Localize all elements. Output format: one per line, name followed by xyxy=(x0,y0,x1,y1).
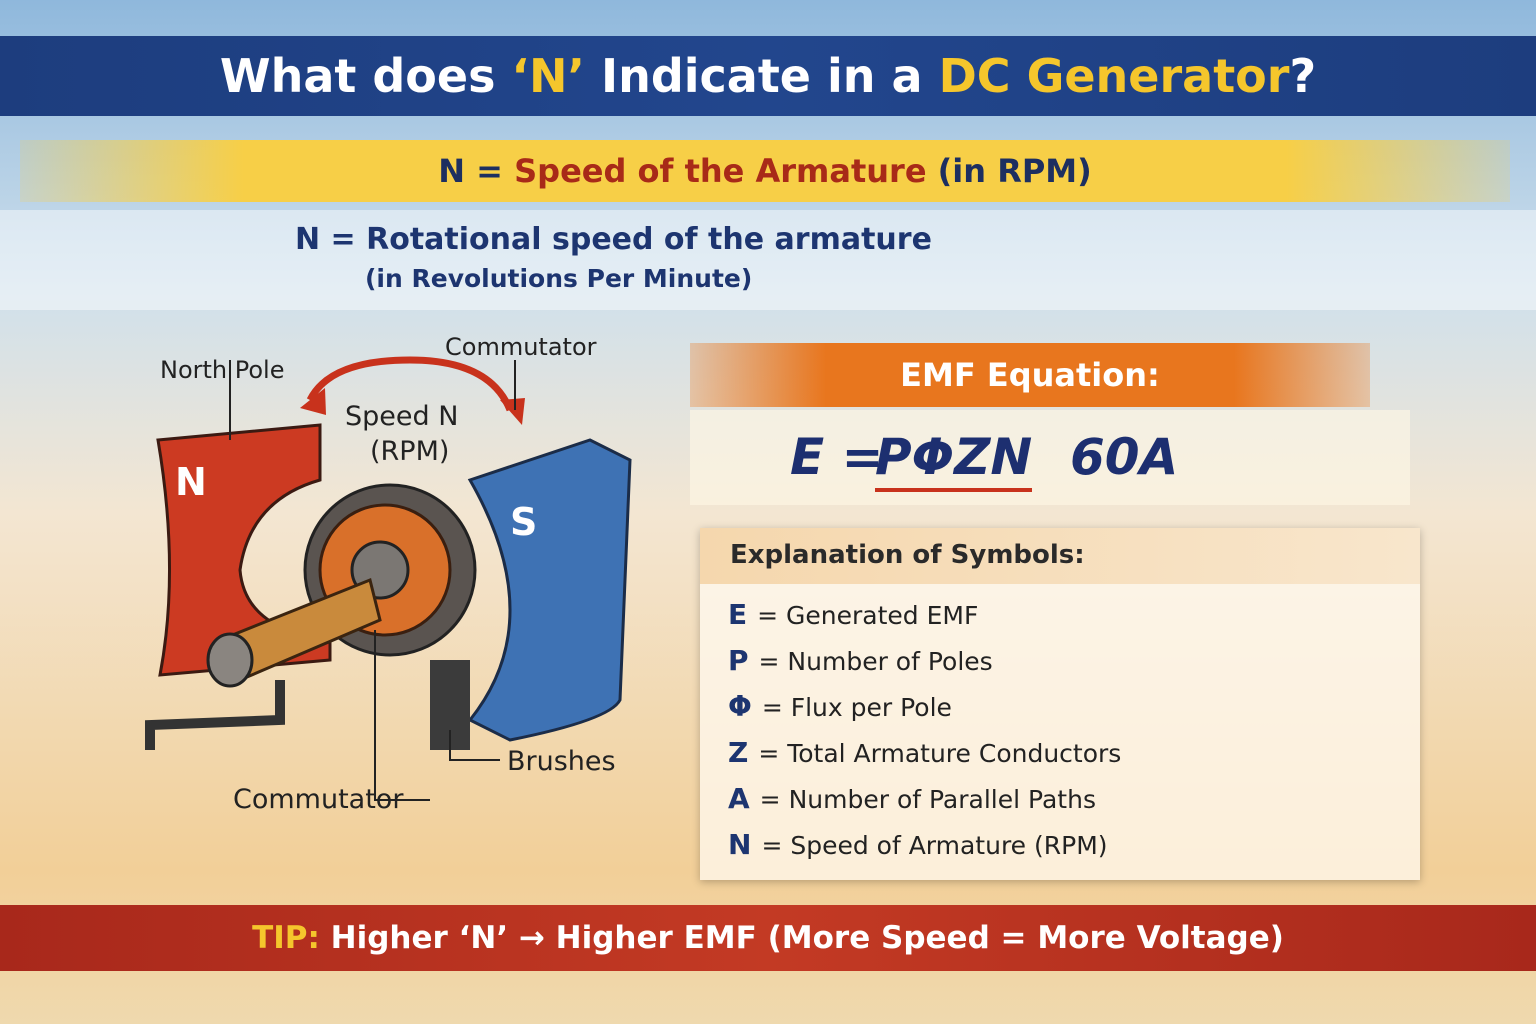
symbol-description: = Flux per Pole xyxy=(761,693,952,722)
symbol-description: = Total Armature Conductors xyxy=(758,739,1122,768)
banner-part: Speed of the Armature xyxy=(514,152,927,190)
label: North Pole xyxy=(160,356,285,384)
symbol: E xyxy=(728,598,748,631)
symbol-row: E = Generated EMF xyxy=(728,598,978,631)
tip-label: TIP: xyxy=(252,920,320,956)
banner-part: (in RPM) xyxy=(926,152,1092,190)
symbol-row: P = Number of Poles xyxy=(728,644,993,677)
symbol: A xyxy=(728,782,750,815)
symbol-row: A = Number of Parallel Paths xyxy=(728,782,1096,815)
banner-part: N = xyxy=(438,152,515,190)
label: (RPM) xyxy=(370,436,449,467)
equation-part: E = xyxy=(790,428,884,486)
symbol: N xyxy=(728,828,752,861)
title-bar: What does ‘N’ Indicate in a DC Generator… xyxy=(0,36,1536,116)
shaft-end xyxy=(206,632,254,688)
south-magnet xyxy=(467,438,632,742)
title-part: ? xyxy=(1289,49,1317,103)
title-part: What does xyxy=(219,49,512,103)
arrow-head xyxy=(500,398,525,425)
emf-heading: EMF Equation: xyxy=(690,343,1370,407)
symbol: Z xyxy=(728,736,749,769)
label: Commutator xyxy=(445,333,597,361)
explanation-box xyxy=(700,528,1420,880)
banner: N = Speed of the Armature (in RPM) xyxy=(20,140,1510,202)
symbol-description: = Generated EMF xyxy=(757,601,979,630)
arrow-head xyxy=(300,388,326,415)
stand xyxy=(145,680,285,750)
symbol-row: N = Speed of Armature (RPM) xyxy=(728,828,1108,861)
symbol-description: = Speed of Armature (RPM) xyxy=(761,831,1108,860)
rotation-arrow xyxy=(306,356,514,412)
title-part: ‘N’ xyxy=(511,49,585,103)
title-part: Indicate in a xyxy=(584,49,939,103)
leader-line xyxy=(449,730,500,761)
explanation-heading: Explanation of Symbols: xyxy=(700,528,1420,584)
leader-line xyxy=(374,630,430,801)
generator-illustration: North Pole Commutator Speed N (RPM) N S … xyxy=(145,333,632,815)
label: Speed N xyxy=(345,401,458,432)
definition-line: N = Rotational speed of the armature xyxy=(295,222,932,257)
symbol-row: Z = Total Armature Conductors xyxy=(728,736,1121,769)
pole-label: S xyxy=(510,500,537,544)
label: Commutator xyxy=(233,784,404,815)
symbol-description: = Number of Parallel Paths xyxy=(759,785,1096,814)
symbol-row: Φ = Flux per Pole xyxy=(728,690,952,723)
equation-band xyxy=(690,410,1410,505)
equation-part: 60A xyxy=(1070,428,1179,486)
tip-text: Higher ‘N’ → Higher EMF (More Speed = Mo… xyxy=(319,920,1284,956)
definition-band xyxy=(0,210,1536,310)
symbol: P xyxy=(728,644,749,677)
title-part: DC Generator xyxy=(938,49,1290,103)
label: Brushes xyxy=(507,746,616,777)
definition-line: (in Revolutions Per Minute) xyxy=(365,264,753,293)
symbol: Φ xyxy=(728,690,752,723)
symbol-description: = Number of Poles xyxy=(758,647,993,676)
equation-part: PΦZN xyxy=(875,428,1033,492)
tip-bar: TIP: Higher ‘N’ → Higher EMF (More Speed… xyxy=(0,905,1536,971)
pole-label: N xyxy=(175,460,207,504)
